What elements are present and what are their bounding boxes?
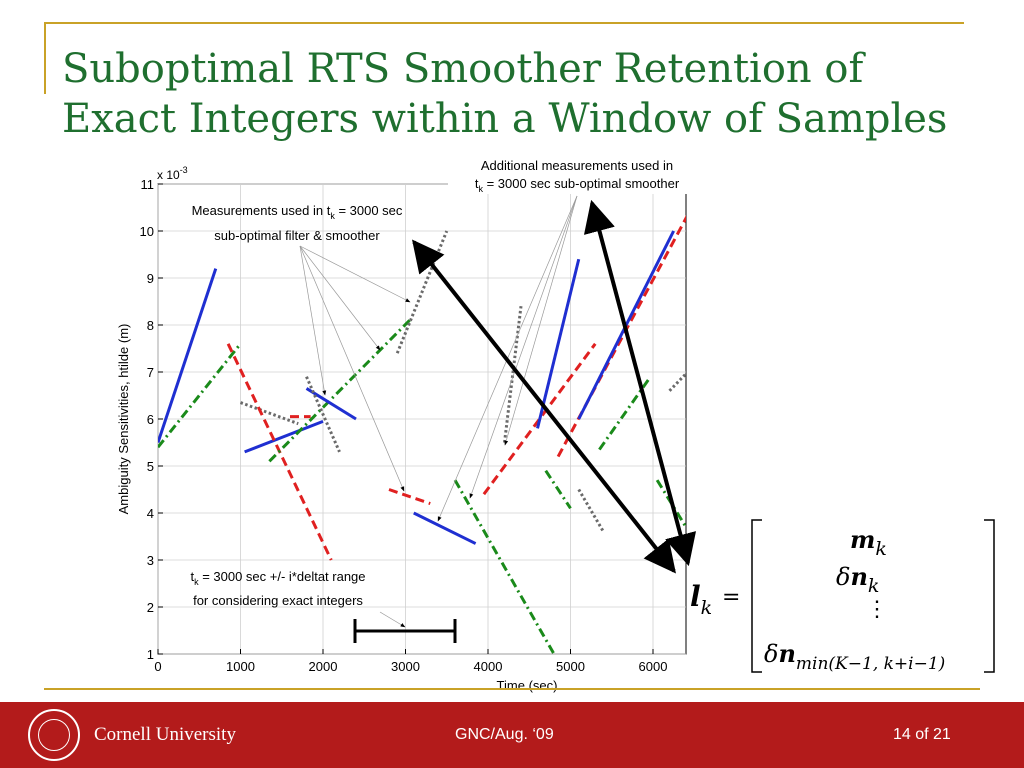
conference-label: GNC/Aug. ‘09	[455, 726, 554, 743]
measurements-annotation-line-1: Measurements used in tk = 3000 sec	[192, 203, 403, 221]
segment-gray-2	[239, 401, 299, 426]
equation-background	[742, 506, 992, 676]
x-tick-label: 3000	[391, 659, 420, 674]
x-tick-label: 6000	[639, 659, 668, 674]
cornell-seal-icon	[28, 709, 80, 761]
segment-blue-3	[244, 419, 324, 454]
university-name: Cornell University	[94, 724, 236, 745]
equation-equals: =	[722, 585, 740, 610]
vector-row-2: δnk	[836, 562, 879, 597]
x-tick-label: 5000	[556, 659, 585, 674]
y-tick-label: 3	[147, 553, 154, 568]
sensitivity-chart: 0 1000 2000 3000 4000 5000 6000 1 2 3 4 5 6 7 8 9 10 11 x…	[116, 158, 995, 693]
slide-title-line-1: Suboptimal RTS Smoother Retention of	[62, 46, 864, 92]
page-number: 14 of 21	[893, 726, 951, 743]
vector-row-4: δnmin(K−1, k+i−1)	[764, 639, 945, 674]
smoother-window-arrow	[583, 199, 697, 567]
vector-row-1: mk	[850, 525, 887, 560]
footer-accent-rule	[44, 688, 980, 690]
y-tick-label: 6	[147, 412, 154, 427]
left-bracket	[751, 519, 762, 673]
seal-inner-ring	[38, 719, 70, 751]
additional-annotation-bg	[448, 158, 710, 194]
y-tick-label: 8	[147, 318, 154, 333]
y-tick-label: 11	[141, 177, 155, 192]
additional-annotation-line-2: tk = 3000 sec sub-optimal smoother	[475, 176, 680, 194]
y-tick-label: 5	[147, 459, 154, 474]
equation-lhs: lk	[690, 580, 712, 619]
y-tick-label: 9	[147, 271, 154, 286]
axis-ticks: 0 1000 2000 3000 4000 5000 6000 1 2 3 4 5 6 7 8 9 10 11	[140, 177, 668, 674]
range-annotation-line-2: for considering exact integers	[193, 593, 363, 608]
range-bracket	[353, 619, 457, 643]
x-tick-label: 0	[154, 659, 161, 674]
top-accent-rule	[44, 22, 964, 24]
segment-green-1	[158, 342, 242, 449]
x-tick-label: 2000	[309, 659, 338, 674]
slide-title: Suboptimal RTS Smoother Retention of Exa…	[62, 44, 1012, 144]
y-multiplier: x 10-3	[157, 165, 188, 182]
y-tick-label: 10	[140, 224, 154, 239]
segment-blue-0	[158, 268, 218, 443]
lk-equation: lk = mk δnk ⋮ δnmin(K−1, k+i−1)	[690, 519, 995, 674]
segment-blue-7	[305, 387, 357, 421]
x-tick-label: 4000	[474, 659, 503, 674]
y-tick-label: 4	[147, 506, 154, 521]
x-tick-label: 1000	[226, 659, 255, 674]
range-annotation-line-1: tk = 3000 sec +/- i*deltat range	[190, 569, 365, 587]
left-accent-rule	[44, 22, 46, 94]
right-bracket	[984, 519, 995, 673]
slide-title-line-2: Exact Integers within a Window of Sample…	[62, 96, 948, 142]
additional-annotation-line-1: Additional measurements used in	[481, 158, 673, 173]
vector-row-3: ⋮	[866, 597, 888, 622]
footer-bar	[0, 702, 1024, 768]
y-tick-label: 1	[147, 647, 154, 662]
segment-gray-8	[305, 376, 341, 453]
measurements-annotation-line-2: sub-optimal filter & smoother	[214, 228, 380, 243]
segment-green-6	[268, 319, 411, 463]
y-tick-label: 7	[147, 365, 154, 380]
y-axis-label: Ambiguity Sensitivities, htilde (m)	[116, 324, 131, 515]
y-tick-label: 2	[147, 600, 154, 615]
x-axis-label: Time (sec)	[497, 678, 558, 693]
